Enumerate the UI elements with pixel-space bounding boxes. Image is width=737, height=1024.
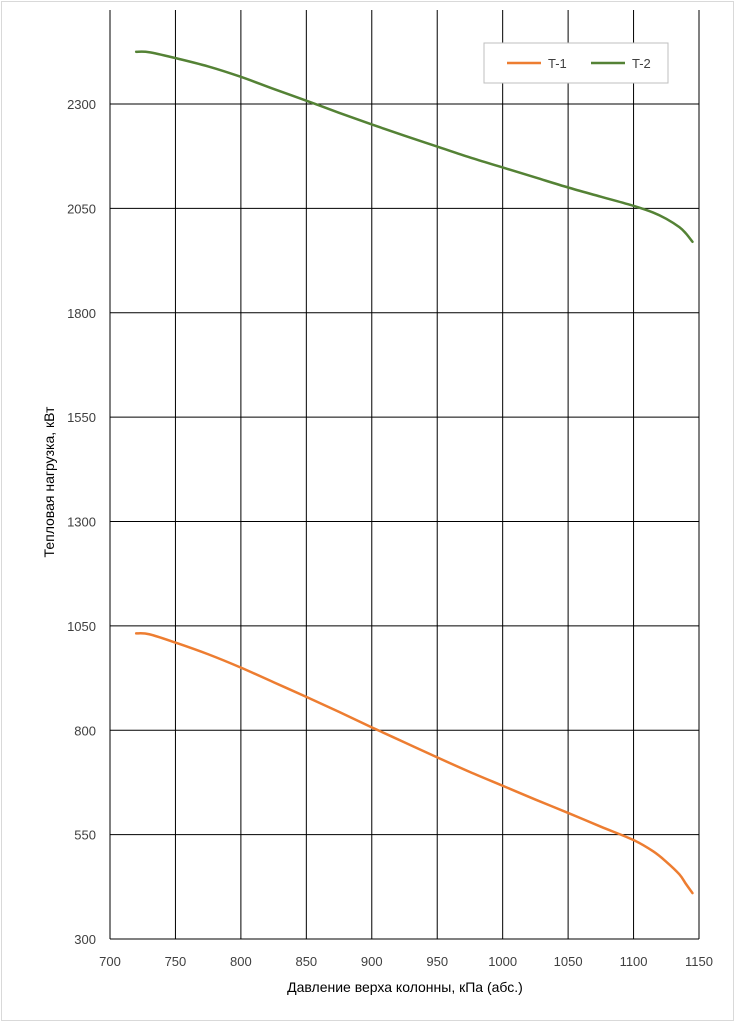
x-tick-label: 1050 bbox=[554, 954, 583, 969]
series-lines bbox=[134, 50, 694, 895]
x-tick-label: 1000 bbox=[488, 954, 517, 969]
y-tick-label: 1050 bbox=[67, 619, 96, 634]
x-axis-title: Давление верха колонны, кПа (абс.) bbox=[287, 979, 523, 995]
series-line-t-2 bbox=[134, 50, 694, 244]
x-tick-label: 700 bbox=[99, 954, 121, 969]
x-tick-label: 800 bbox=[230, 954, 252, 969]
y-tick-label: 800 bbox=[74, 723, 96, 738]
legend: T-1 T-2 bbox=[483, 42, 669, 84]
x-tick-label: 1100 bbox=[620, 954, 648, 969]
legend-label-t1: T-1 bbox=[548, 56, 567, 71]
y-axis-title: Тепловая нагрузка, кВт bbox=[41, 406, 57, 557]
y-tick-label: 550 bbox=[74, 828, 96, 843]
gridlines bbox=[109, 10, 700, 940]
y-tick-label: 1550 bbox=[67, 410, 96, 425]
x-tick-label: 900 bbox=[361, 954, 383, 969]
legend-label-t2: T-2 bbox=[632, 56, 651, 71]
x-tick-label: 850 bbox=[295, 954, 317, 969]
x-tick-label: 750 bbox=[165, 954, 187, 969]
x-tick-label: 1150 bbox=[685, 954, 713, 969]
y-axis-ticks: 300 550 800 1050 1300 1550 1800 2050 2300 bbox=[67, 97, 96, 947]
series-line-t-1 bbox=[134, 632, 694, 895]
y-tick-label: 300 bbox=[74, 932, 96, 947]
x-tick-label: 950 bbox=[426, 954, 448, 969]
y-tick-label: 1300 bbox=[67, 515, 96, 530]
x-axis-ticks: 700 750 800 850 900 950 1000 1050 1100 1150 bbox=[99, 954, 713, 969]
y-tick-label: 1800 bbox=[67, 306, 96, 321]
y-tick-label: 2300 bbox=[67, 97, 96, 112]
y-tick-label: 2050 bbox=[67, 201, 96, 216]
